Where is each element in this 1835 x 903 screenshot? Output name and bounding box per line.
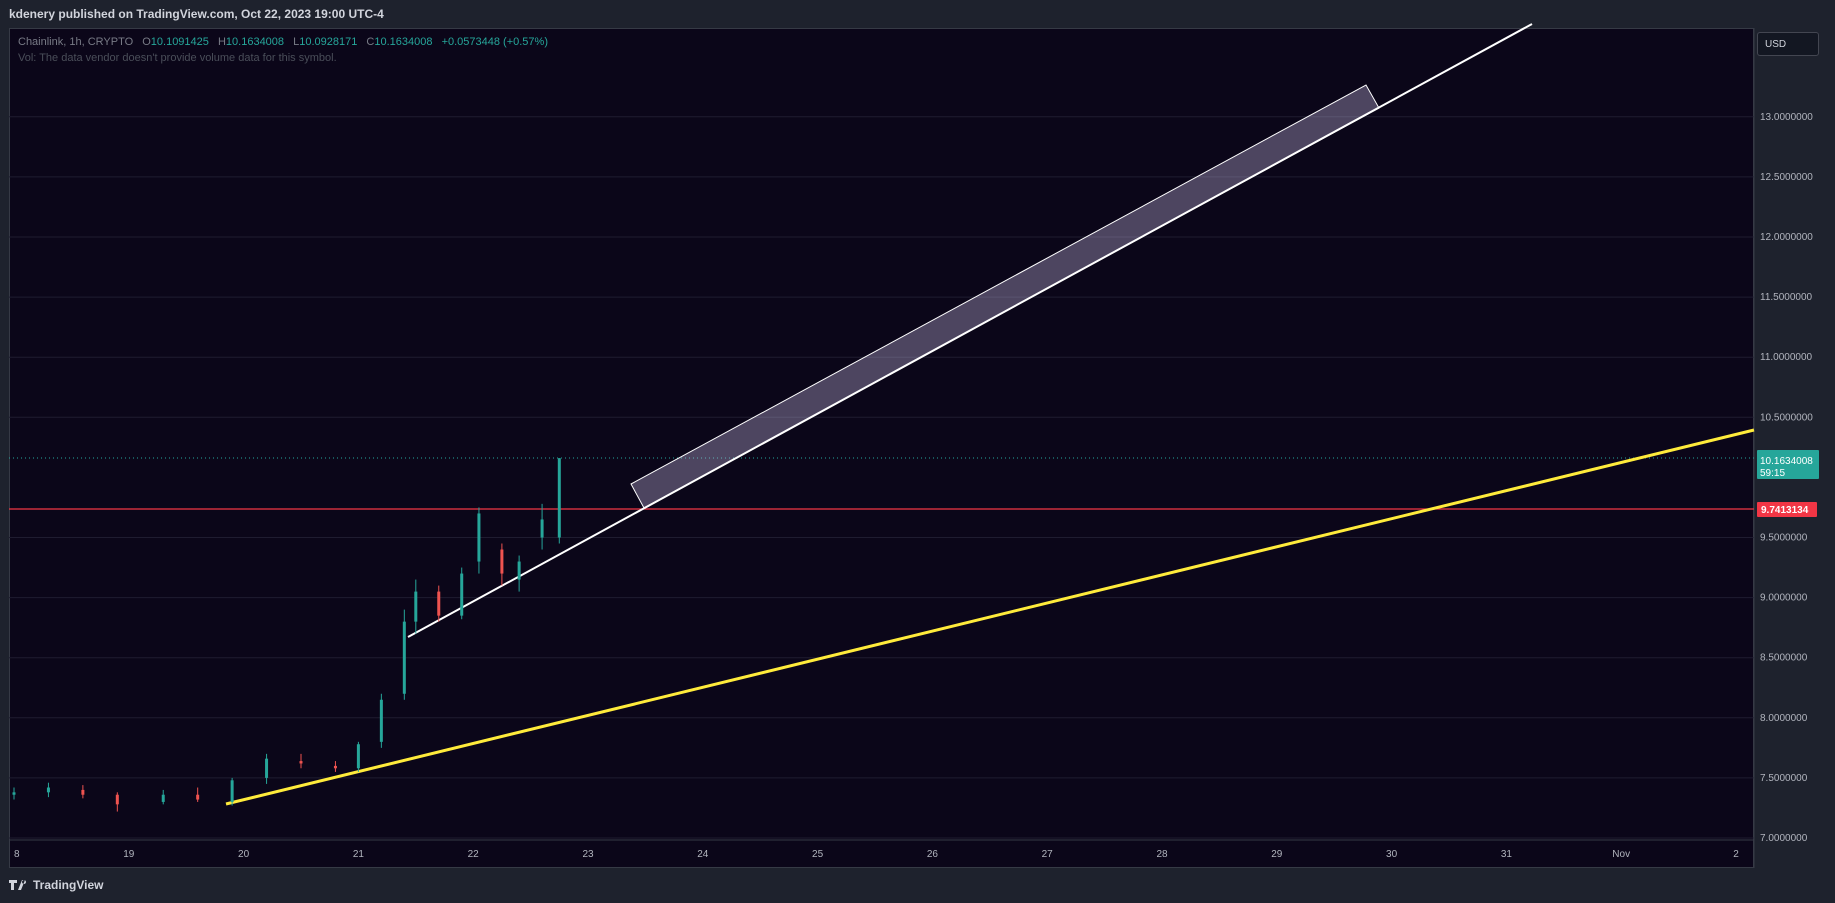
- horizontal-level-label: 9.7413134: [1761, 505, 1809, 516]
- publisher-text: kdenery published on TradingView.com, Oc…: [9, 7, 384, 21]
- price-axis[interactable]: 13.0000000 12.5000000 12.0000000 11.5000000…: [1760, 112, 1813, 844]
- open-value: 10.1091425: [150, 36, 209, 48]
- time-tick-label: 24: [697, 849, 709, 860]
- candle-body: [12, 792, 16, 795]
- change-value: +0.0573448 (+0.57%): [441, 36, 548, 48]
- high-value: 10.1634008: [225, 36, 285, 48]
- candle-body: [265, 758, 269, 778]
- time-tick-label: 28: [1156, 849, 1168, 860]
- candle-body: [557, 458, 561, 538]
- close-key: C: [366, 36, 375, 48]
- candle-body: [196, 794, 200, 800]
- chart-pane[interactable]: [9, 28, 1754, 868]
- candle-body: [81, 789, 85, 795]
- candle-body: [46, 787, 50, 793]
- time-tick-label: 29: [1271, 849, 1283, 860]
- candle-body: [333, 765, 337, 769]
- time-tick-label: 31: [1501, 849, 1513, 860]
- countdown-label: 59:15: [1760, 468, 1785, 479]
- publisher-header: kdenery published on TradingView.com, Oc…: [0, 0, 1835, 28]
- time-axis[interactable]: 8 19 20 21 22 23 24 25 26 27 28 29 30 31 Nov 2: [14, 849, 1739, 860]
- current-price-label: 10.1634008: [1760, 456, 1813, 467]
- time-tick-label: 25: [812, 849, 824, 860]
- tradingview-logo-icon: [9, 880, 27, 890]
- time-tick-label: 20: [238, 849, 250, 860]
- time-tick-label: Nov: [1612, 849, 1630, 860]
- low-value: 10.0928171: [299, 36, 358, 48]
- open-key: O: [142, 36, 151, 48]
- candle-body: [540, 519, 544, 538]
- symbol-legend: Chainlink, 1h, CRYPTO O10.1091425 H10.16…: [18, 36, 548, 48]
- candle-body: [356, 744, 360, 769]
- time-tick-label: 2: [1733, 849, 1739, 860]
- price-tick-label: 9.5000000: [1760, 533, 1808, 544]
- candle-body: [379, 699, 383, 742]
- time-tick-label: 22: [468, 849, 480, 860]
- price-tick-label: 12.0000000: [1760, 232, 1813, 243]
- candle-body: [460, 573, 464, 616]
- time-tick-label: 26: [927, 849, 939, 860]
- currency-button[interactable]: USD: [1757, 32, 1819, 56]
- time-tick-label: 19: [123, 849, 135, 860]
- price-tick-label: 11.5000000: [1760, 292, 1813, 303]
- price-tick-label: 8.5000000: [1760, 653, 1808, 664]
- close-value: 10.1634008: [374, 36, 433, 48]
- price-tick-label: 12.5000000: [1760, 172, 1813, 183]
- tradingview-brand[interactable]: TradingView: [9, 878, 103, 892]
- yellow-trendline[interactable]: [225, 428, 1755, 806]
- price-tick-label: 13.0000000: [1760, 112, 1813, 123]
- high-key: H: [217, 36, 226, 48]
- price-tick-label: 8.0000000: [1760, 713, 1808, 724]
- brand-label: TradingView: [33, 878, 104, 892]
- horizontal-level-tag: [1757, 502, 1817, 517]
- volume-note: Vol: The data vendor doesn't provide vol…: [18, 52, 337, 64]
- time-tick-label: 30: [1386, 849, 1398, 860]
- candle-body: [402, 621, 406, 694]
- candle-body: [437, 591, 441, 616]
- grid-lines: [9, 116, 1754, 839]
- time-tick-label: 27: [1042, 849, 1054, 860]
- time-tick-label: 8: [14, 849, 20, 860]
- candle-body: [299, 761, 303, 764]
- candle-body: [477, 513, 481, 562]
- price-tick-label: 11.0000000: [1760, 352, 1813, 363]
- price-tick-label: 10.5000000: [1760, 412, 1813, 423]
- candle-body: [517, 561, 521, 580]
- candlestick-series: [12, 458, 561, 812]
- candle-body: [414, 591, 418, 622]
- low-key: L: [293, 36, 300, 48]
- time-tick-label: 21: [353, 849, 365, 860]
- candle-body: [500, 549, 504, 574]
- footer-bar: [0, 868, 1835, 903]
- projection-rectangle[interactable]: [630, 84, 1380, 509]
- current-price-tag: [1757, 450, 1819, 479]
- candle-body: [115, 794, 119, 805]
- price-tick-label: 9.0000000: [1760, 593, 1808, 604]
- candle-body: [161, 794, 165, 802]
- price-tick-label: 7.0000000: [1760, 833, 1808, 844]
- white-trendline[interactable]: [407, 23, 1533, 638]
- symbol-title: Chainlink, 1h, CRYPTO: [18, 36, 134, 48]
- price-tick-label: 7.5000000: [1760, 773, 1808, 784]
- time-tick-label: 23: [582, 849, 594, 860]
- candle-body: [230, 780, 234, 802]
